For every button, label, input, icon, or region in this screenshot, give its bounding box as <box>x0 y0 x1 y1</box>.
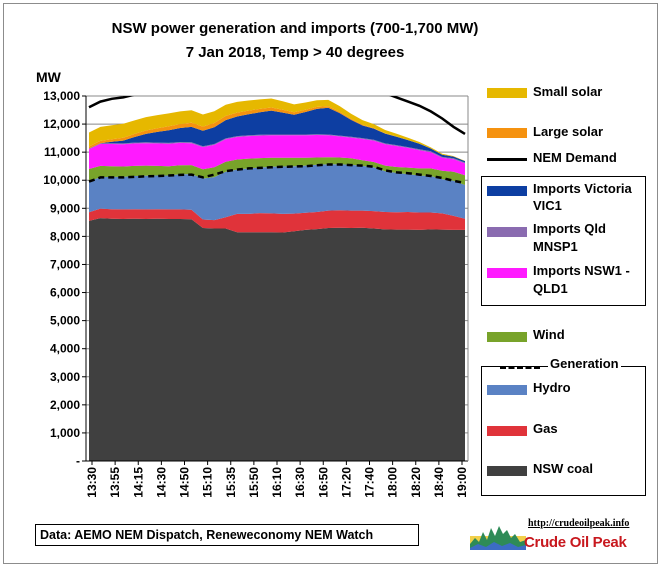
legend-label-generation: Generation <box>548 356 621 371</box>
legend-label-gas: Gas <box>533 421 558 436</box>
chart-title: NSW power generation and imports (700-1,… <box>111 20 479 37</box>
legend-swatch-imports-qld <box>487 227 527 237</box>
area-series-wind <box>89 157 465 185</box>
legend-swatch-hydro <box>487 385 527 395</box>
logo-name: Crude Oil Peak <box>524 534 627 551</box>
y-tick-label: 11,000 <box>44 145 80 159</box>
y-tick-label: 4,000 <box>50 342 80 356</box>
legend-swatch-large-solar <box>487 128 527 138</box>
x-tick-label: 17:20 <box>339 467 353 498</box>
x-tick-label: 14:50 <box>178 467 192 498</box>
legend-label-wind: Wind <box>533 327 565 342</box>
line-series-generation <box>88 163 466 185</box>
y-tick-label: 13,000 <box>43 89 80 103</box>
y-tick-label: 5,000 <box>50 314 80 328</box>
legend-label-imports-qld: Imports Qld <box>533 221 606 236</box>
x-tick-label: 18:20 <box>409 467 423 498</box>
y-tick-label: 3,000 <box>50 370 80 384</box>
legend-box-imports <box>481 176 646 306</box>
y-tick-label: 10,000 <box>43 173 80 187</box>
x-tick-label: 17:40 <box>363 467 377 498</box>
legend-label-imports-qld-code: MNSP1 <box>533 239 578 254</box>
area-series-gas <box>89 208 465 233</box>
legend-label-nem-demand: NEM Demand <box>533 150 617 165</box>
legend-line-generation <box>500 366 540 369</box>
legend-label-imports-nsw: Imports NSW1 - <box>533 263 630 278</box>
source-note: Data: AEMO NEM Dispatch, Reneweconomy NE… <box>35 524 419 546</box>
x-tick-label: 16:30 <box>293 467 307 498</box>
legend-swatch-small-solar <box>487 88 527 98</box>
area-series-hydro <box>89 164 465 221</box>
x-tick-label: 15:10 <box>201 467 215 498</box>
x-tick-label: 18:00 <box>386 467 400 498</box>
area-series-imports-nsw1-qld1 <box>89 135 465 176</box>
x-tick-label: 15:50 <box>247 467 261 498</box>
legend-label-imports-vic: Imports Victoria <box>533 181 632 196</box>
legend-swatch-gas <box>487 426 527 436</box>
legend-label-imports-vic-code: VIC1 <box>533 198 562 213</box>
x-tick-label: 19:00 <box>455 467 469 498</box>
y-tick-label: 6,000 <box>50 286 80 300</box>
x-tick-label: 14:30 <box>154 467 168 498</box>
legend-swatch-imports-nsw <box>487 268 527 278</box>
oil-peak-logo-graphic <box>470 526 526 550</box>
logo-url[interactable]: http://crudeoilpeak.info <box>528 518 630 529</box>
legend-swatch-coal <box>487 466 527 476</box>
legend-label-coal: NSW coal <box>533 461 593 476</box>
x-tick-label: 13:30 <box>85 467 99 498</box>
legend-swatch-wind <box>487 332 527 342</box>
area-series-small-solar <box>89 98 465 162</box>
y-tick-label: 7,000 <box>50 257 80 271</box>
area-series-imports-victoria-vic1 <box>89 107 465 163</box>
legend-label-large-solar: Large solar <box>533 124 604 139</box>
legend-label-small-solar: Small solar <box>533 84 603 99</box>
y-tick-label: 9,000 <box>50 201 80 215</box>
legend-swatch-imports-vic <box>487 186 527 196</box>
x-tick-label: 15:35 <box>224 467 238 498</box>
y-axis-label: MW <box>36 69 61 85</box>
chart-frame <box>3 3 658 564</box>
y-tick-label: 12,000 <box>43 117 80 131</box>
x-tick-label: 18:40 <box>432 467 446 498</box>
legend-line-nem-demand <box>487 158 527 161</box>
y-tick-label: 1,000 <box>50 426 80 440</box>
x-tick-label: 13:55 <box>108 467 122 498</box>
x-tick-label: 16:50 <box>316 467 330 498</box>
y-tick-label: 8,000 <box>50 229 80 243</box>
line-series-nem-demand <box>88 96 466 135</box>
chart-subtitle: 7 Jan 2018, Temp > 40 degrees <box>185 44 405 61</box>
legend-label-hydro: Hydro <box>533 380 571 395</box>
y-tick-label: - <box>76 454 80 468</box>
area-series-nsw-coal <box>89 218 465 461</box>
x-tick-label: 14:15 <box>131 467 145 498</box>
x-tick-label: 16:10 <box>270 467 284 498</box>
legend-label-imports-nsw-code: QLD1 <box>533 281 568 296</box>
y-tick-label: 2,000 <box>50 398 80 412</box>
